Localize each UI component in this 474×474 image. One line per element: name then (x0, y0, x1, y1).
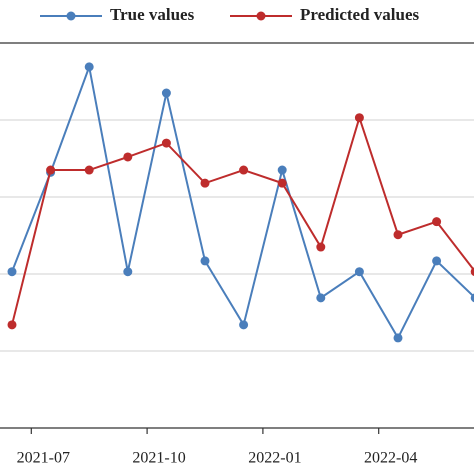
point (84, 165, 94, 175)
point (161, 138, 171, 148)
point (470, 293, 474, 303)
point (7, 320, 17, 330)
legend-marker (256, 11, 266, 21)
point (239, 165, 249, 175)
series-line (11, 63, 474, 341)
point (432, 217, 442, 227)
point (277, 178, 287, 188)
point (239, 320, 249, 330)
point (123, 267, 133, 277)
x-tick-label: 2022-04 (364, 450, 417, 467)
point (354, 267, 364, 277)
x-tick-label: 2022-01 (248, 450, 301, 467)
legend-marker (66, 11, 76, 21)
legend-text: Predicted values (300, 5, 420, 24)
point (393, 230, 403, 240)
point (470, 267, 474, 277)
point (393, 333, 403, 343)
point (316, 293, 326, 303)
point (200, 256, 210, 266)
point (161, 88, 171, 98)
point (123, 152, 133, 162)
point (7, 267, 17, 277)
point (354, 113, 364, 123)
point (277, 165, 287, 175)
point (432, 256, 442, 266)
point (200, 178, 210, 188)
legend-text: True values (110, 5, 195, 24)
x-tick-label: 2021-10 (132, 450, 185, 467)
series-line (11, 114, 474, 326)
point (46, 165, 56, 175)
point (84, 62, 94, 72)
point (316, 242, 326, 252)
x-tick-label: 2021-07 (17, 450, 70, 467)
